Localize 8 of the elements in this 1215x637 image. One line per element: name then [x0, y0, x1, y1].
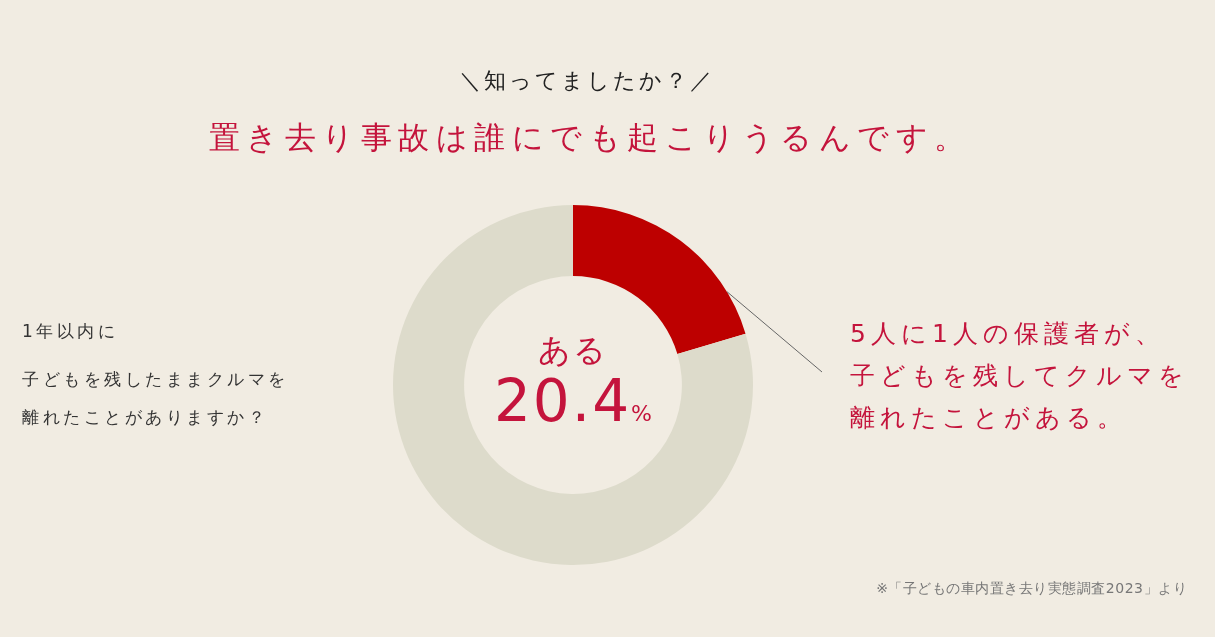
subtitle: 置き去り事故は誰にでも起こりうるんです。 — [208, 119, 972, 155]
annotation: ※「子どもの車内置き去り実態調査2023」より — [876, 580, 1187, 596]
value-label: 20.4% — [494, 367, 652, 435]
category-label: ある — [538, 331, 608, 369]
annotation: 5人に1人の保護者が、子どもを残してクルマを離れたことがある。 — [850, 319, 1189, 432]
annotation: 1年以内に — [22, 321, 119, 341]
title: ＼知ってましたか？／ — [459, 68, 715, 93]
annotation: 子どもを残したままクルマを離れたことがありますか？ — [22, 369, 289, 427]
